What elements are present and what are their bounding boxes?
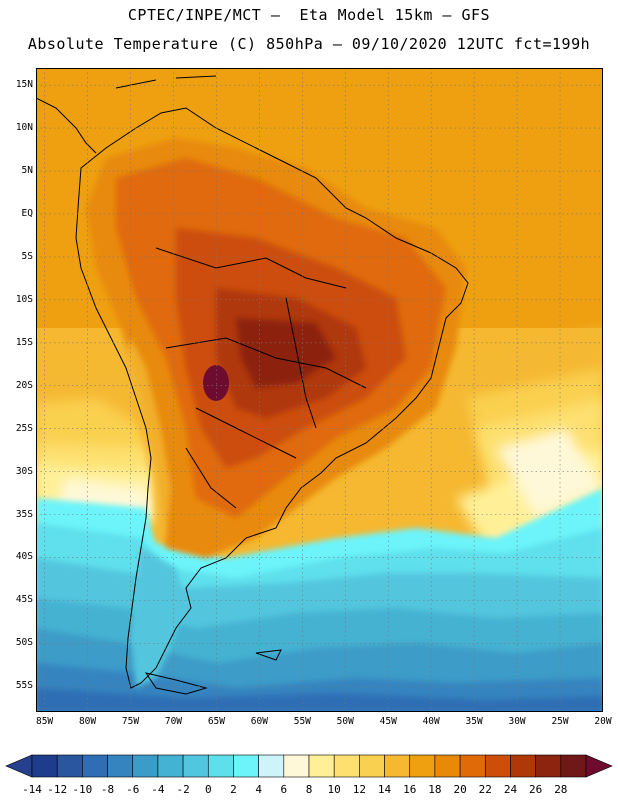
field-cold-m8 [36,688,603,712]
country-border-1 [155,247,347,289]
colorbar-tick-label: -12 [47,783,68,796]
lat-tick-label: 10N [15,122,33,134]
lat-tick-label: 25S [15,422,33,434]
field-band-18 [36,328,603,498]
colorbar-swatch [510,754,536,778]
colorbar-tick-label: 14 [377,783,392,796]
colorbar-tick-label: -6 [126,783,140,796]
lon-tick-label: 20W [594,716,612,727]
lat-tick-label: 5N [21,165,33,177]
colorbar-swatch [82,754,108,778]
colorbar-swatch [31,754,58,778]
colorbar-over-arrow [585,754,613,778]
temperature-map [36,68,603,712]
colorbar-under-arrow [5,754,33,778]
caribbean-islands [115,75,217,89]
country-border-4 [285,297,317,429]
colorbar-tick-label: 24 [503,783,518,796]
colorbar-swatch [283,754,310,778]
colorbar-tick-label: 12 [352,783,366,796]
colorbar-tick-label: 20 [453,783,467,796]
colorbar-swatch [384,754,411,778]
tierra-del-fuego [144,672,208,695]
colorbar-tick-label: -10 [72,783,93,796]
colorbar-swatch [484,754,511,778]
lon-tick-label: 30W [508,716,526,727]
field-patagonia [131,548,186,688]
colorbar-tick-label: 26 [529,783,543,796]
lon-tick-label: 45W [379,716,397,727]
lat-tick-label: 45S [15,594,33,606]
south-america-coastline [75,107,469,689]
lon-tick-label: 65W [207,716,225,727]
colorbar-tick-label: -14 [22,783,42,796]
colorbar-swatch [132,754,159,778]
falkland-islands [255,649,282,661]
lon-tick-label: 55W [293,716,311,727]
colorbar-swatch [560,754,587,778]
colorbar-tick-label: 4 [255,783,262,796]
colorbar-swatch [333,754,360,778]
colorbar-swatch [207,754,234,778]
lon-tick-label: 35W [465,716,483,727]
lon-tick-label: 75W [121,716,140,727]
lat-tick-label: EQ [21,207,33,219]
colorbar-swatch [434,754,461,778]
colorbar-swatch [308,754,335,778]
colorbar-tick-label: 28 [554,783,568,796]
colorbar-tick-label: 16 [403,783,417,796]
colorbar-tick-label: 22 [478,783,492,796]
lat-tick-label: 50S [15,637,33,649]
lat-tick-label: 30S [15,465,33,477]
colorbar-tick-label: -8 [100,783,115,796]
colorbar-tick-label: 6 [280,783,288,796]
map-title-line2: Absolute Temperature (C) 850hPa – 09/10/… [27,35,591,53]
lat-tick-label: 10S [15,293,33,305]
colorbar-tick-label: 18 [428,783,442,796]
gridlines [36,68,603,712]
coastline-group [36,75,469,695]
lon-tick-label: 70W [164,716,183,727]
lat-tick-label: 40S [15,551,33,563]
lat-tick-label: 15N [15,79,33,91]
lon-tick-label: 80W [78,716,97,727]
lat-tick-label: 15S [15,336,33,348]
colorbar-swatch [459,754,486,778]
colorbar-tick-label: -2 [176,783,190,796]
map-title-line1: CPTEC/INPE/MCT – Eta Model 15km – GFS [127,6,491,24]
colorbar-swatch [535,754,562,778]
colorbar-tick-label: 0 [204,783,212,796]
field-andes [121,338,171,538]
country-border-5 [185,447,237,509]
colorbar-tick-label: 10 [327,783,341,796]
colorbar-swatch [258,754,285,778]
lat-tick-label: 5S [21,250,33,262]
lat-tick-label: 20S [15,379,33,391]
colorbar [5,754,613,778]
country-border-2 [165,337,367,389]
colorbar-swatch [107,754,134,778]
field-land-28 [236,318,336,388]
lat-tick-label: 35S [15,508,33,520]
colorbar-tick-label: 8 [305,783,313,796]
lon-tick-label: 40W [422,716,440,727]
field-hot-spot [203,365,229,401]
colorbar-tick-label: 2 [230,783,237,796]
colorbar-tick-label: -4 [151,783,165,796]
colorbar-swatch [56,754,83,778]
central-america-coast [36,97,97,154]
colorbar-swatch [409,754,436,778]
lon-tick-label: 85W [35,716,54,727]
colorbar-swatch [233,754,259,778]
colorbar-swatch [359,754,385,778]
map-border [36,68,603,712]
lat-tick-label: 55S [15,680,33,692]
country-border-3 [195,407,297,459]
lon-tick-label: 50W [336,716,354,727]
lon-tick-label: 25W [551,716,569,727]
colorbar-swatch [157,754,184,778]
colorbar-swatch [182,754,209,778]
lon-tick-label: 60W [250,716,268,727]
